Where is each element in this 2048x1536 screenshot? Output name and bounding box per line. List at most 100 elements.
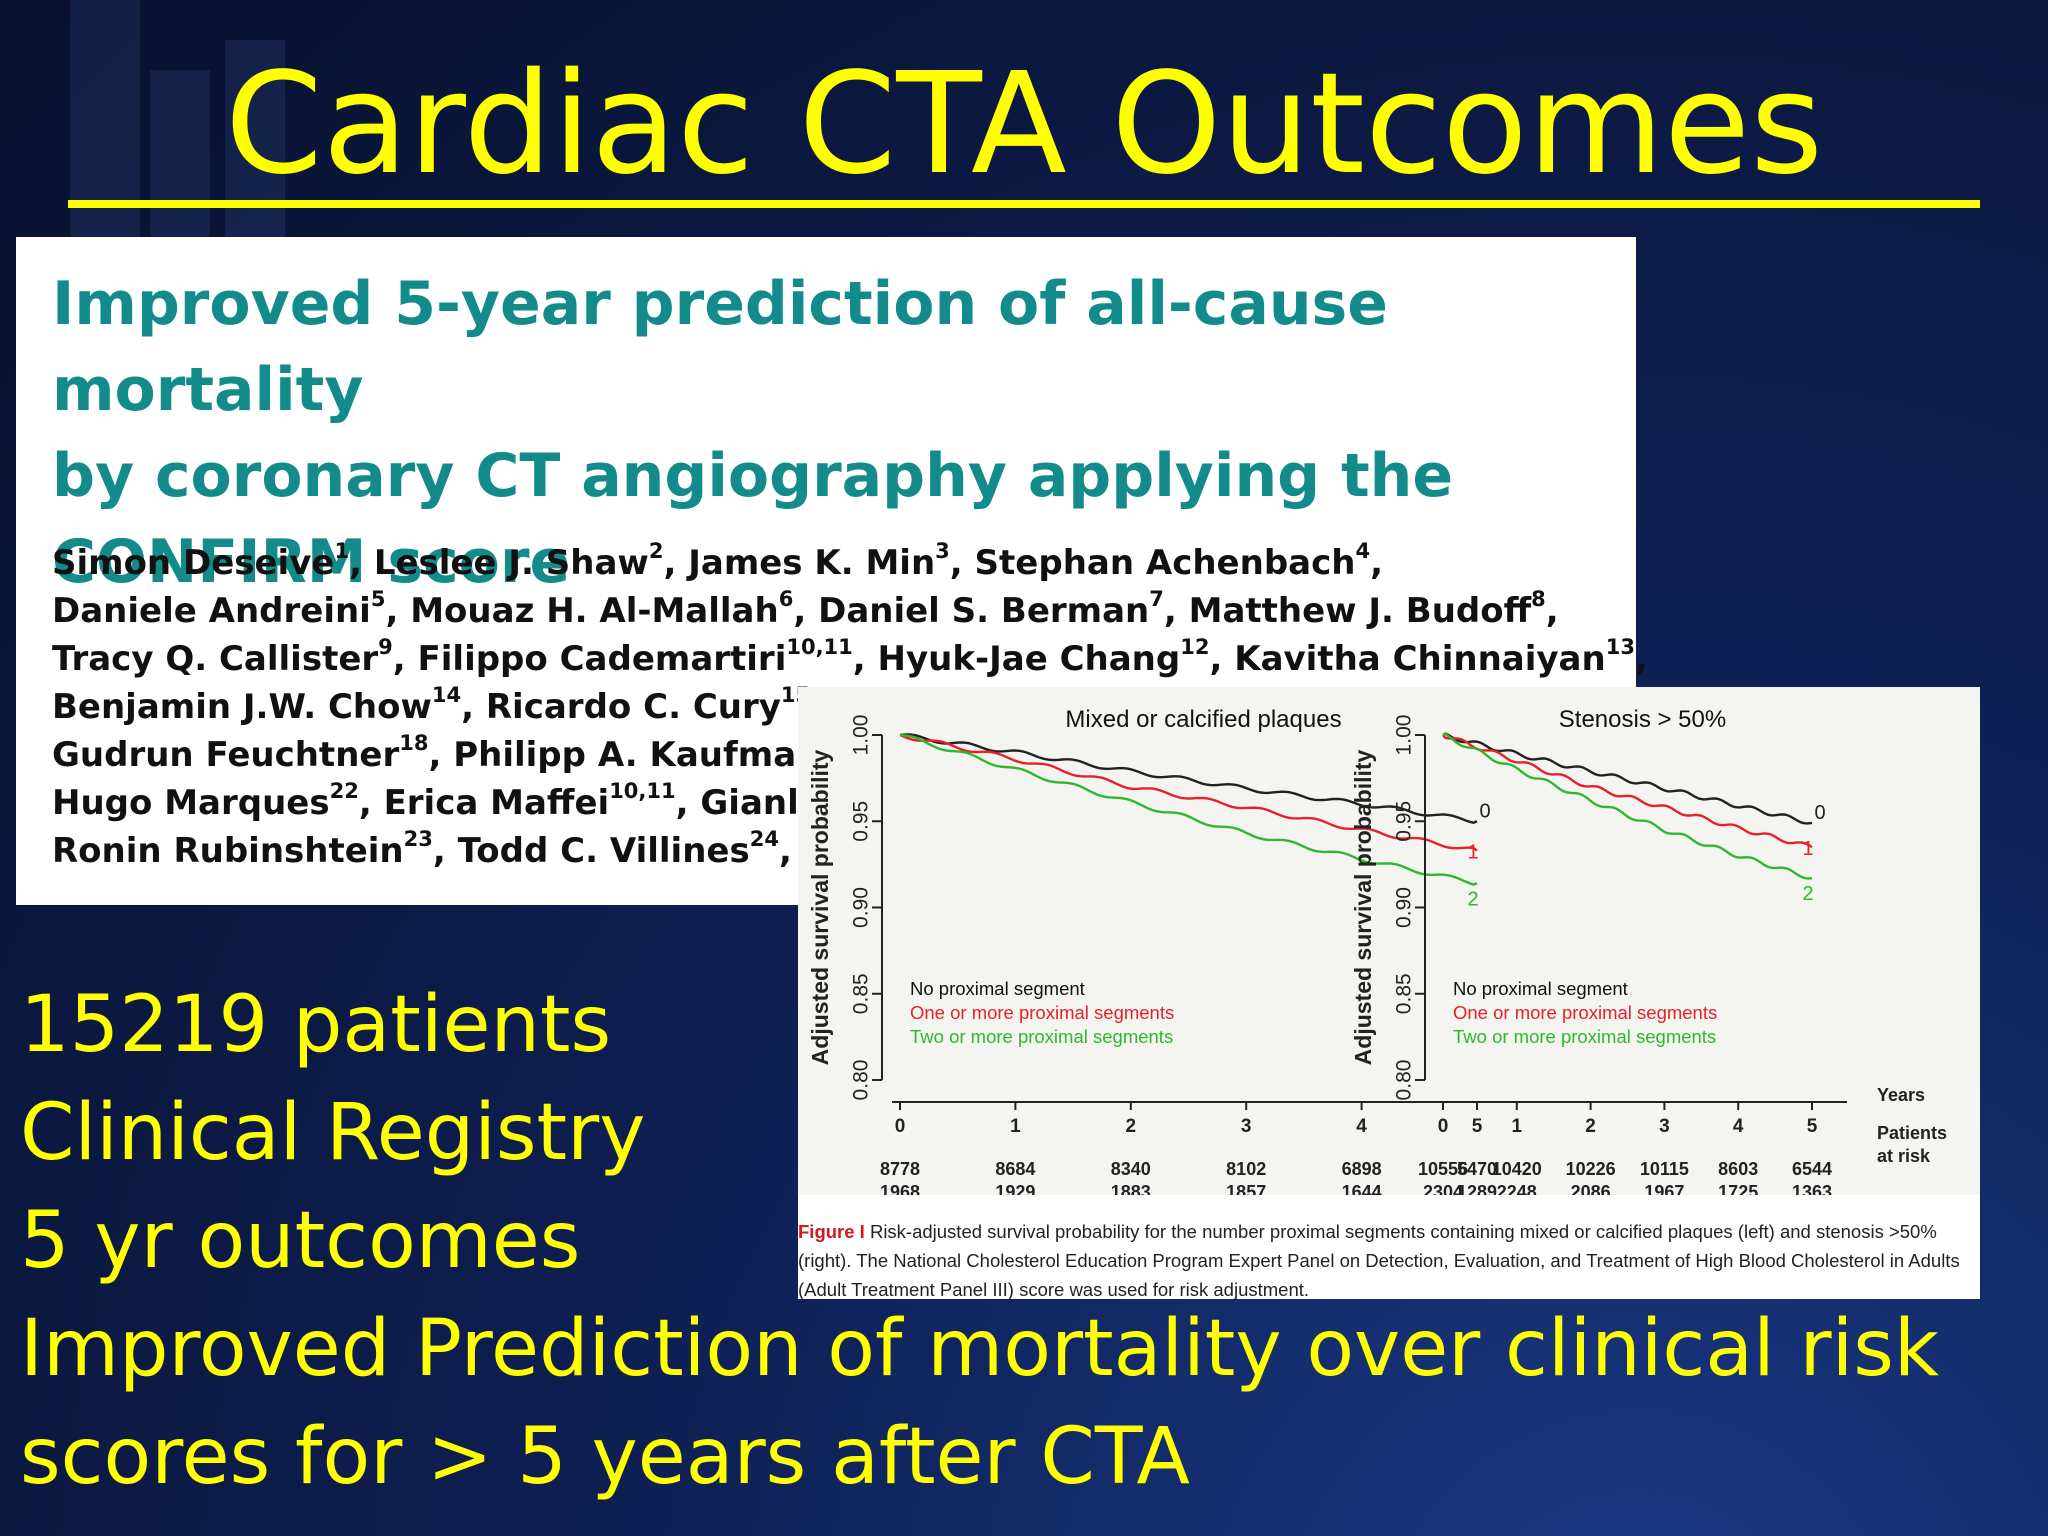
legend-entry: No proximal segment <box>1453 978 1628 999</box>
paper-title: Improved 5-year prediction of all-cause … <box>52 261 1612 605</box>
x-tick-label: 4 <box>1733 1116 1744 1137</box>
paper-title-line: CONFIRM score <box>52 527 571 597</box>
plots-background <box>798 687 1980 1195</box>
at-risk-count: 2248 <box>1497 1182 1537 1195</box>
author-affiliation: 13 <box>1605 635 1635 659</box>
y-tick-label: 1.00 <box>1393 715 1416 756</box>
survival-charts: Mixed or calcified plaques 0.80 0.85 0.90 0.… <box>807 706 1947 1195</box>
survival-curve <box>899 733 1478 886</box>
author-name: , James K. Min <box>663 543 936 583</box>
at-risk-count: 10420 <box>1492 1159 1542 1179</box>
author-name: Tracy Q. Callister <box>52 639 379 679</box>
author-affiliation: 4 <box>1355 539 1371 563</box>
author-name: , <box>1545 591 1559 631</box>
survival-curve <box>899 733 1478 824</box>
author-line: Simon Deseive1, Leslee J. Shaw2, James K… <box>52 539 1632 587</box>
author-line: Benjamin J.W. Chow14, Ricardo C. Cury15 <box>52 683 1632 731</box>
y-axis-label: Adjusted survival probability <box>807 749 833 1065</box>
author-name: , <box>1634 639 1648 679</box>
x-tick-label: 0 <box>895 1116 906 1137</box>
author-affiliation: 22 <box>329 779 359 803</box>
y-tick-label: 0.85 <box>850 973 873 1014</box>
at-risk-count: 1857 <box>1226 1182 1266 1195</box>
author-affiliation: 7 <box>1149 587 1164 611</box>
paper-title-line: Improved 5-year prediction of all-cause … <box>52 269 1388 425</box>
survival-curve <box>1442 732 1813 880</box>
legend-entry: One or more proximal segments <box>910 1002 1174 1023</box>
author-line: Gudrun Feuchtner18, Philipp A. Kaufmann <box>52 731 1632 779</box>
author-affiliation: 6 <box>778 587 794 611</box>
bullet-item: Improved Prediction of mortality over cl… <box>20 1304 1940 1394</box>
curve-end-label: 2 <box>1802 883 1813 905</box>
at-risk-count: 10556 <box>1418 1159 1468 1179</box>
survival-curve <box>1442 734 1813 849</box>
author-affiliation: 8 <box>1531 587 1546 611</box>
author-name: Ronin Rubinshtein <box>52 831 404 871</box>
author-list: Simon Deseive 1 , Leslee J. Shaw2, James K… <box>52 539 1648 875</box>
y-tick-label: 0.95 <box>1393 801 1416 842</box>
legend-entry: One or more proximal segments <box>1453 1002 1717 1023</box>
author-name: , Daniel S. Berman <box>793 591 1150 631</box>
author-affiliation: 24 <box>749 827 779 851</box>
at-risk-count: 2304 <box>1423 1182 1463 1195</box>
author-affiliation: 23 <box>403 827 433 851</box>
bullet-item: scores for > 5 years after CTA <box>20 1412 1190 1502</box>
author-line: Hugo Marques22, Erica Maffei10,11, Gianl… <box>52 779 1632 827</box>
legend-entry: Two or more proximal segments <box>1453 1026 1716 1047</box>
curve-end-label: 1 <box>1802 838 1813 860</box>
x-tick-label: 2 <box>1126 1116 1137 1137</box>
at-risk-count: 8684 <box>995 1159 1035 1179</box>
curve-end-label: 1 <box>1467 842 1478 864</box>
survival-curve <box>899 733 1478 852</box>
at-risk-count: 1644 <box>1342 1182 1382 1195</box>
author-name: , Leslee J. Shaw <box>349 543 649 583</box>
chart-title: Stenosis > 50% <box>1559 706 1726 733</box>
author-line: Tracy Q. Callister9, Filippo Cademartiri… <box>52 635 1648 683</box>
author-affiliation: 9 <box>378 635 393 659</box>
background-bar <box>150 70 210 260</box>
author-name: Benjamin J.W. Chow <box>52 687 432 727</box>
at-risk-count: 8603 <box>1718 1159 1758 1179</box>
survival-curve <box>1442 732 1813 825</box>
background-bar <box>70 0 140 260</box>
chart-title: Mixed or calcified plaques <box>1065 706 1341 733</box>
years-label: Years <box>1877 1085 1925 1105</box>
x-tick-label: 5 <box>1472 1116 1483 1137</box>
author-affiliation: 10,11 <box>786 635 853 659</box>
author-name: , <box>1370 543 1384 583</box>
author-affiliation: 2 <box>648 539 664 563</box>
paper-excerpt: Improved 5-year prediction of all-cause … <box>16 237 1648 905</box>
at-risk-count: 1929 <box>995 1182 1035 1195</box>
at-risk-count: 1967 <box>1644 1182 1684 1195</box>
at-risk-count: 6544 <box>1792 1159 1832 1179</box>
author-name: Simon Deseive <box>52 543 335 583</box>
slide-title: Cardiac CTA Outcomes <box>224 43 1824 206</box>
curve-end-label: 2 <box>1467 888 1478 910</box>
y-tick-label: 0.95 <box>850 801 873 842</box>
author-name: , Philipp A. Kaufmann <box>428 735 845 775</box>
bullet-item: 5 yr outcomes <box>20 1196 581 1286</box>
at-risk-count: 1363 <box>1792 1182 1832 1195</box>
survival-figure: Mixed or calcified plaques 0.80 0.85 0.90 0.… <box>798 687 1980 1300</box>
author-name: , Mouaz H. Al-Mallah <box>385 591 779 631</box>
author-affiliation: 10,11 <box>609 779 676 803</box>
x-tick-label: 1 <box>1512 1116 1523 1137</box>
author-name: , Erica Maffei <box>358 783 610 823</box>
x-tick-label: 0 <box>1438 1116 1449 1137</box>
y-tick-label: 0.85 <box>1393 973 1416 1014</box>
author-affiliation: 3 <box>935 539 950 563</box>
y-tick-label: 0.90 <box>850 887 873 928</box>
at-risk-count: 1883 <box>1111 1182 1151 1195</box>
y-axis-label: Adjusted survival probability <box>1350 749 1376 1065</box>
curve-end-label: 0 <box>1814 802 1825 824</box>
bullet-item: 15219 patients <box>20 980 612 1070</box>
author-name: Hugo Marques <box>52 783 330 823</box>
at-risk-count: 8778 <box>880 1159 920 1179</box>
at-risk-count: 6898 <box>1342 1159 1382 1179</box>
curve-end-label: 0 <box>1479 800 1490 822</box>
author-affiliation: 14 <box>431 683 462 707</box>
author-name: , Filippo Cademartiri <box>392 639 787 679</box>
patients-at-risk-label: Patients <box>1877 1123 1947 1143</box>
author-name: , Stephan Achenbach <box>949 543 1356 583</box>
author-affiliation: 12 <box>1180 635 1210 659</box>
